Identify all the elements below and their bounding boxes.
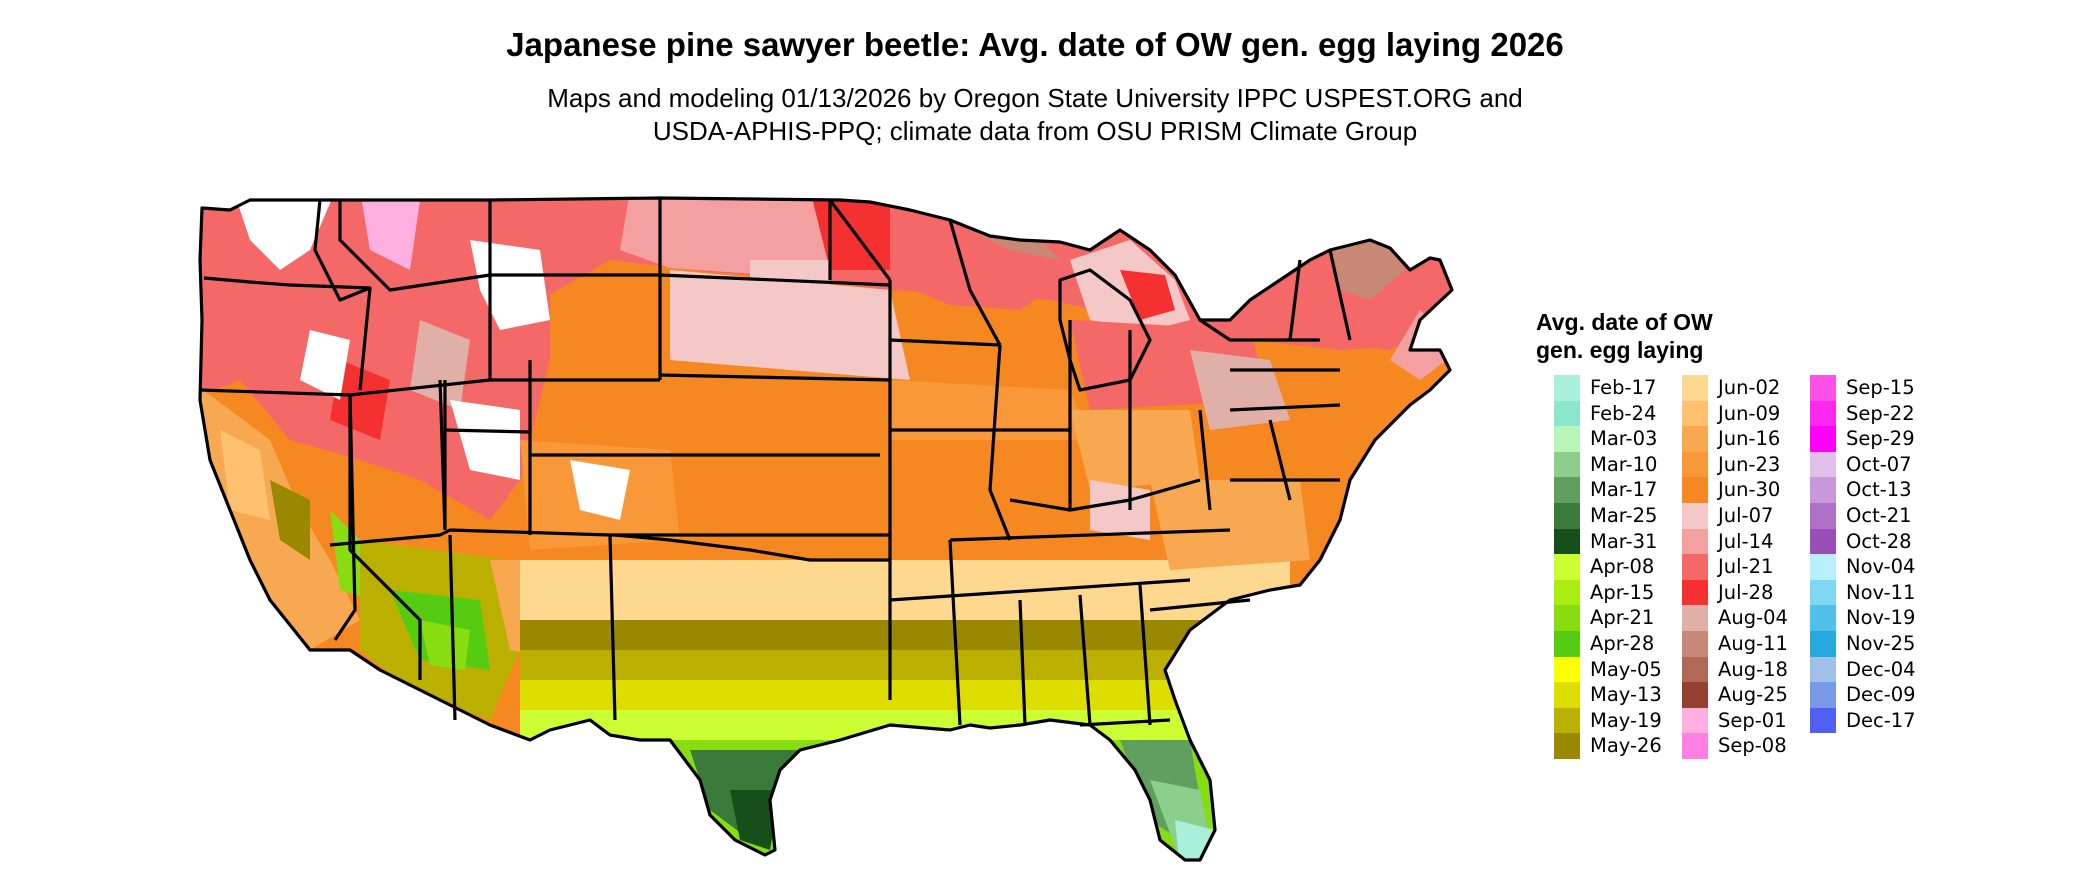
legend-swatch — [1554, 605, 1580, 631]
legend-swatch — [1682, 477, 1708, 503]
legend-label: May-26 — [1590, 734, 1662, 758]
legend-swatch — [1554, 579, 1580, 606]
legend: Avg. date of OW gen. egg laying Feb-17 Fe… — [1536, 308, 2096, 768]
legend-title-line-2: gen. egg laying — [1536, 337, 1704, 363]
legend-swatch — [1682, 682, 1708, 708]
legend-swatch — [1810, 477, 1836, 503]
legend-swatch — [1554, 630, 1580, 657]
legend-label: May-13 — [1590, 683, 1662, 707]
legend-label: Nov-11 — [1846, 580, 1916, 604]
legend-label: Oct-13 — [1846, 478, 1912, 502]
legend-swatch — [1682, 502, 1708, 529]
legend-swatch — [1810, 502, 1836, 529]
legend-swatch — [1682, 707, 1708, 734]
legend-label: Jun-02 — [1718, 376, 1781, 399]
legend-swatch — [1554, 477, 1580, 503]
legend-label: May-19 — [1590, 708, 1662, 732]
legend-swatch — [1554, 682, 1580, 708]
legend-title: Avg. date of OW gen. egg laying — [1536, 308, 1713, 364]
legend-label: Jul-07 — [1718, 503, 1774, 527]
legend-swatch — [1810, 579, 1836, 606]
legend-swatch — [1810, 426, 1836, 452]
legend-title-line-1: Avg. date of OW — [1536, 309, 1713, 335]
map-title: Japanese pine sawyer beetle: Avg. date o… — [506, 26, 1564, 63]
legend-label: Jun-16 — [1718, 427, 1781, 451]
map-subtitle: Maps and modeling 01/13/2026 by Oregon S… — [0, 82, 2070, 148]
legend-label: Jul-21 — [1718, 555, 1774, 579]
legend-label: Feb-24 — [1590, 401, 1657, 425]
legend-swatch — [1554, 733, 1580, 759]
legend-swatch — [1682, 630, 1708, 657]
legend-label: Dec-04 — [1846, 657, 1916, 681]
legend-swatch — [1682, 605, 1708, 631]
legend-swatch — [1810, 375, 1836, 401]
legend-swatch — [1554, 528, 1580, 555]
legend-label: Apr-28 — [1590, 631, 1655, 655]
legend-label: Mar-03 — [1590, 427, 1658, 451]
legend-label: Jul-28 — [1718, 580, 1774, 604]
legend-swatch — [1682, 400, 1708, 427]
legend-swatch — [1682, 554, 1708, 580]
legend-label: Apr-21 — [1590, 606, 1655, 630]
legend-swatch — [1554, 426, 1580, 452]
legend-label: Mar-10 — [1590, 452, 1658, 476]
legend-swatch — [1682, 733, 1708, 759]
legend-label: Jun-23 — [1718, 452, 1781, 476]
legend-swatch — [1554, 400, 1580, 427]
legend-swatch — [1554, 502, 1580, 529]
legend-label: Nov-04 — [1846, 555, 1916, 579]
legend-label: Aug-11 — [1718, 631, 1788, 655]
legend-label: Aug-25 — [1718, 683, 1788, 707]
legend-label: Jun-30 — [1718, 478, 1781, 502]
legend-swatch — [1682, 656, 1708, 683]
legend-swatch — [1810, 528, 1836, 555]
legend-swatch — [1810, 630, 1836, 657]
legend-label: Apr-15 — [1590, 580, 1655, 604]
legend-label: Jul-14 — [1718, 529, 1774, 553]
legend-label: May-05 — [1590, 657, 1662, 681]
legend-label: Nov-25 — [1846, 631, 1916, 655]
legend-swatch — [1554, 451, 1580, 478]
legend-swatch — [1810, 400, 1836, 427]
legend-swatch — [1810, 554, 1836, 580]
subtitle-line-2: USDA-APHIS-PPQ; climate data from OSU PR… — [652, 116, 1418, 146]
legend-swatch — [1810, 707, 1836, 734]
legend-label: Apr-08 — [1590, 555, 1655, 579]
legend-label: Sep-15 — [1846, 376, 1915, 399]
legend-swatch — [1554, 656, 1580, 683]
legend-label: Oct-07 — [1846, 452, 1912, 476]
legend-swatch — [1810, 605, 1836, 631]
legend-label: Oct-21 — [1846, 503, 1912, 527]
legend-label: Mar-17 — [1590, 478, 1658, 502]
legend-label: Jun-09 — [1718, 401, 1781, 425]
legend-label: Mar-25 — [1590, 503, 1658, 527]
legend-label: Sep-08 — [1718, 734, 1787, 758]
legend-swatch — [1810, 451, 1836, 478]
legend-swatch — [1554, 707, 1580, 734]
legend-label: Aug-18 — [1718, 657, 1788, 681]
legend-label: Dec-17 — [1846, 708, 1916, 732]
legend-label: Mar-31 — [1590, 529, 1658, 553]
legend-label: Aug-04 — [1718, 606, 1788, 630]
legend-label: Oct-28 — [1846, 529, 1912, 553]
subtitle-line-1: Maps and modeling 01/13/2026 by Oregon S… — [547, 83, 1523, 113]
us-egg-laying-map — [198, 196, 1454, 862]
legend-swatch — [1810, 656, 1836, 683]
legend-swatch — [1554, 375, 1580, 401]
legend-swatch — [1682, 375, 1708, 401]
legend-swatch — [1682, 426, 1708, 452]
legend-swatch — [1682, 451, 1708, 478]
legend-swatch — [1810, 682, 1836, 708]
legend-label: Feb-17 — [1590, 376, 1657, 399]
legend-label: Dec-09 — [1846, 683, 1916, 707]
legend-swatch — [1682, 528, 1708, 555]
legend-swatch — [1554, 554, 1580, 580]
legend-label: Nov-19 — [1846, 606, 1916, 630]
legend-label: Sep-01 — [1718, 708, 1787, 732]
legend-swatch — [1682, 579, 1708, 606]
state-borders — [198, 196, 1454, 862]
legend-label: Sep-22 — [1846, 401, 1915, 425]
legend-label: Sep-29 — [1846, 427, 1915, 451]
